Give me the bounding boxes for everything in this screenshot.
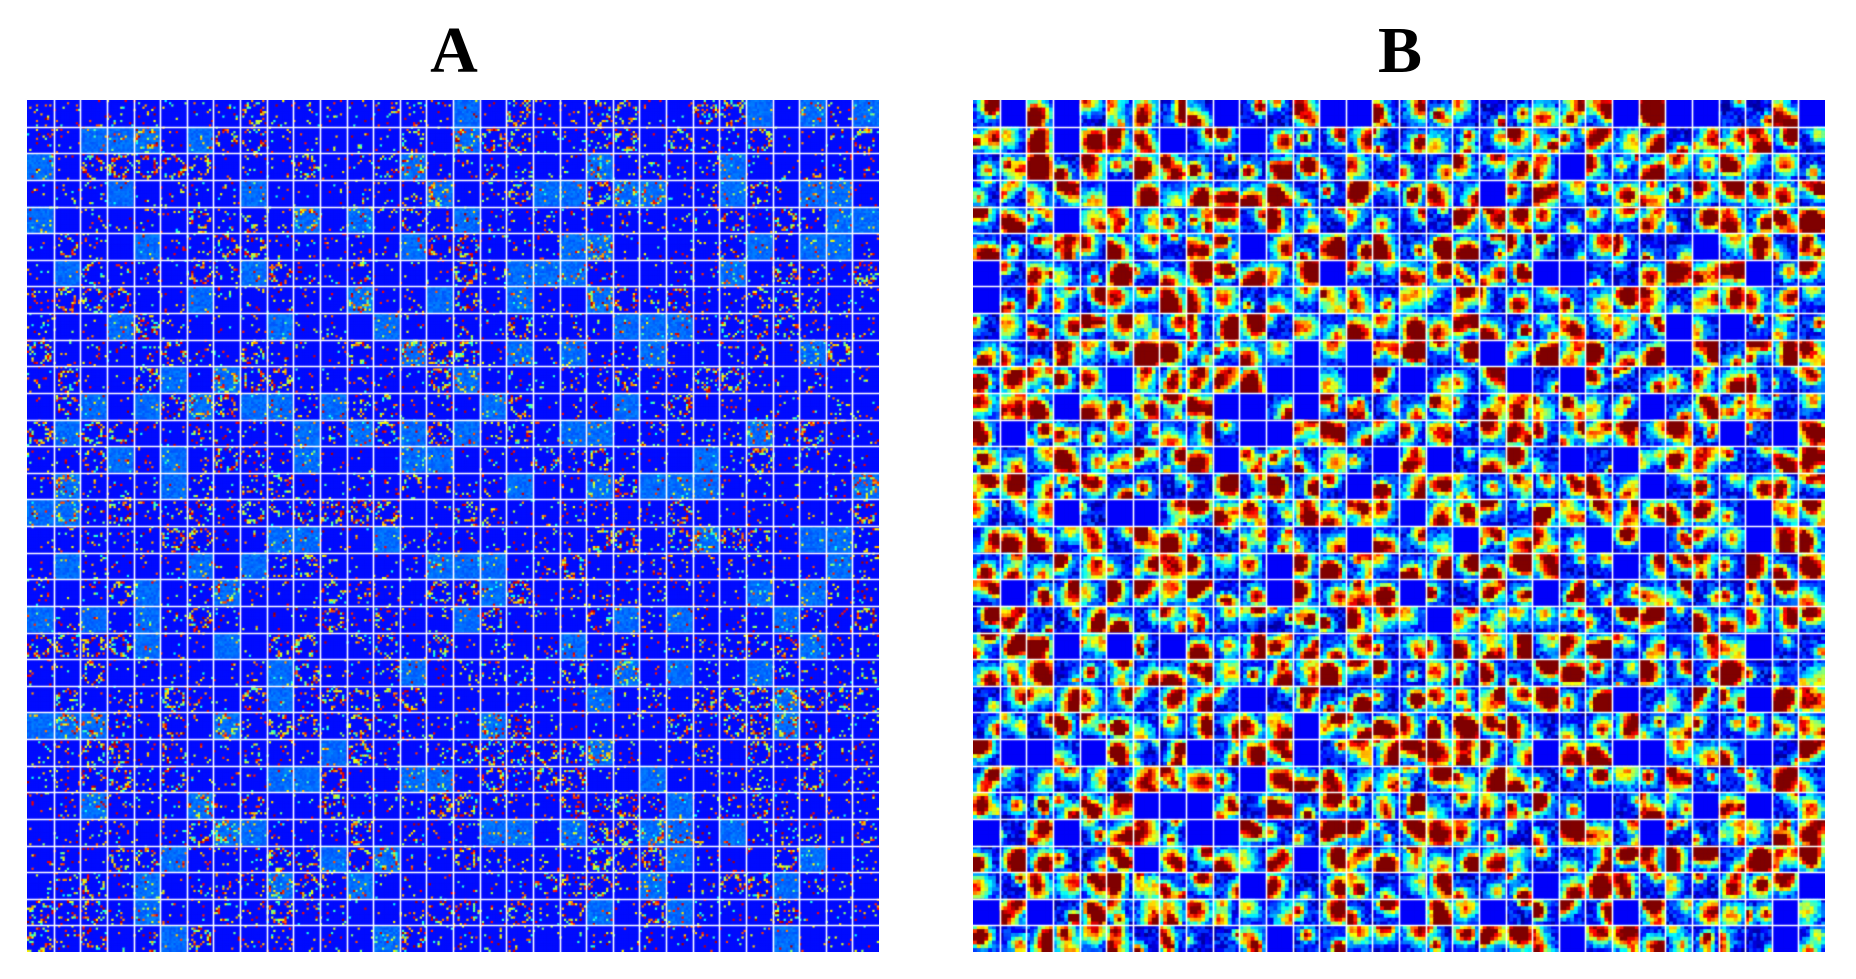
panel-a-filter-grid <box>27 100 879 952</box>
panel-b-label: B <box>1377 14 1423 87</box>
panel-b-filter-grid <box>973 100 1825 952</box>
panel-b-canvas <box>973 100 1825 952</box>
panel-a-canvas <box>27 100 879 952</box>
panel-a-label: A <box>430 14 478 87</box>
